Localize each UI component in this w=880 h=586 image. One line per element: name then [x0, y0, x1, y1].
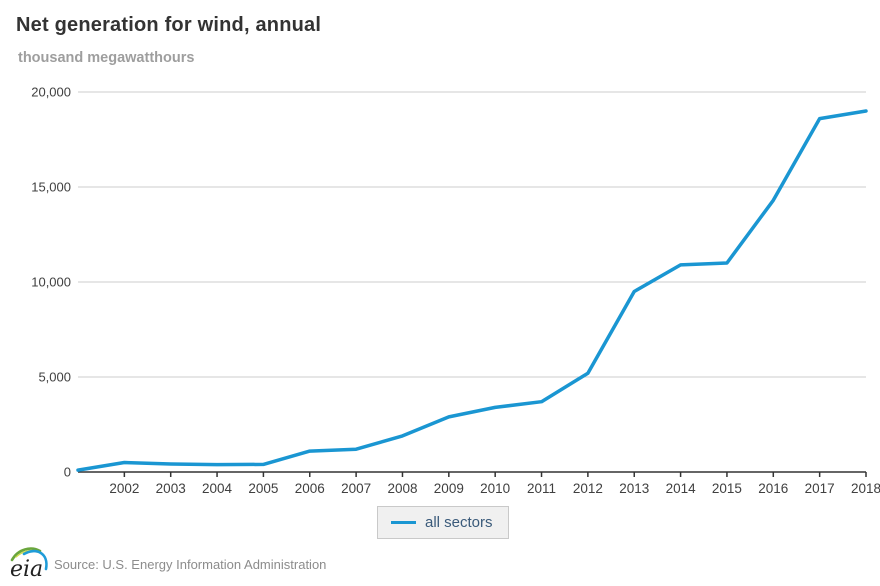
series-line-swatch	[391, 520, 416, 524]
x-tick-label: 2002	[109, 481, 139, 496]
y-tick-label: 15,000	[31, 180, 71, 195]
x-tick-label: 2006	[295, 481, 325, 496]
wind-generation-line-chart: 0 5,000 10,000 15,000 20,000 2002 2003 2004 2005…	[31, 85, 880, 497]
x-tick-label: 2018	[851, 481, 880, 496]
x-tick-label: 2011	[527, 481, 556, 496]
x-tick-label: 2015	[712, 481, 742, 496]
eia-logo-green-arc	[10, 547, 42, 562]
x-tick-label: 2004	[202, 481, 233, 496]
x-tick-label: 2016	[758, 481, 788, 496]
x-tick-label: 2010	[480, 481, 510, 496]
y-tick-label: 20,000	[31, 85, 71, 100]
eia-logo-text: eia	[10, 557, 43, 581]
x-tick-label: 2014	[666, 481, 697, 496]
series-line-all-sectors	[76, 109, 868, 472]
eia-logo: eia	[10, 547, 48, 581]
x-tick-label: 2017	[805, 481, 835, 496]
x-tick-label: 2009	[434, 481, 464, 496]
x-tick-label: 2008	[387, 481, 417, 496]
legend-label: all sectors	[425, 513, 493, 531]
legend-item-all-sectors[interactable]: all sectors	[377, 506, 509, 539]
y-tick-label: 5,000	[38, 370, 71, 385]
chart-units-label: thousand megawatthours	[18, 50, 195, 66]
x-tick-label: 2007	[341, 481, 371, 496]
x-tick-label: 2003	[156, 481, 186, 496]
y-tick-label: 0	[64, 465, 71, 480]
x-tick-label: 2005	[248, 481, 278, 496]
chart-title: Net generation for wind, annual	[16, 14, 322, 36]
x-tick-label: 2012	[573, 481, 603, 496]
y-tick-label: 10,000	[31, 275, 71, 290]
eia-logo-blue-arc	[22, 549, 48, 571]
source-attribution: Source: U.S. Energy Information Administ…	[54, 557, 327, 572]
x-tick-label: 2013	[619, 481, 649, 496]
